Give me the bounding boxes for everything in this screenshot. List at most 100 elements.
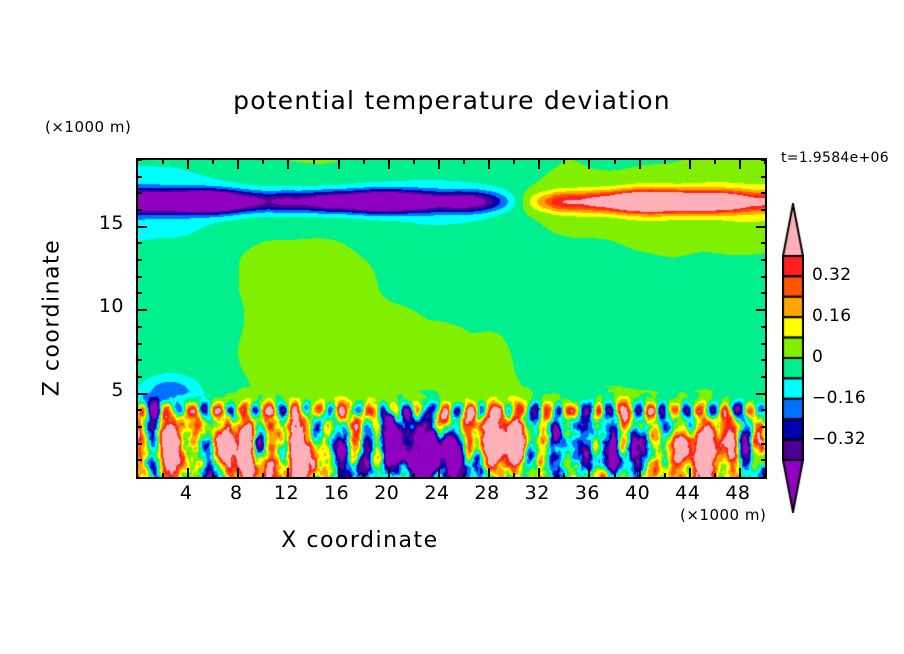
y-major-tick — [756, 225, 767, 228]
y-minor-tick — [136, 275, 142, 278]
x-major-tick — [237, 468, 240, 479]
colorbar-tick-label: 0.16 — [812, 306, 852, 327]
x-major-tick — [337, 158, 340, 169]
y-minor-tick — [136, 459, 142, 462]
x-tick-label: 12 — [273, 482, 300, 504]
x-minor-tick — [764, 473, 766, 479]
contour-field-canvas — [138, 160, 765, 477]
x-minor-tick — [613, 473, 616, 479]
y-minor-tick — [761, 442, 767, 445]
y-major-tick — [136, 392, 147, 395]
y-minor-tick — [761, 259, 767, 262]
x-minor-tick — [262, 473, 265, 479]
y-minor-tick — [761, 192, 767, 195]
x-axis-title: X coordinate — [281, 528, 439, 553]
x-major-tick — [387, 158, 390, 169]
y-major-tick — [756, 309, 767, 312]
x-axis-unit-label: (×1000 m) — [680, 506, 767, 524]
x-tick-label: 40 — [625, 482, 651, 504]
y-major-tick — [136, 225, 147, 228]
y-minor-tick — [136, 375, 142, 378]
x-tick-label: 48 — [725, 482, 751, 504]
x-major-tick — [287, 468, 290, 479]
x-tick-label: 4 — [179, 482, 193, 504]
z-axis-title: Z coordinate — [39, 238, 65, 397]
y-minor-tick — [136, 292, 142, 295]
x-major-tick — [638, 158, 641, 169]
x-minor-tick — [312, 473, 315, 479]
y-minor-tick — [136, 159, 142, 161]
y-tick-label: 10 — [98, 295, 124, 318]
x-minor-tick — [412, 158, 415, 164]
y-minor-tick — [761, 275, 767, 278]
x-major-tick — [187, 468, 190, 479]
x-minor-tick — [362, 158, 365, 164]
x-major-tick — [187, 158, 190, 169]
y-minor-tick — [761, 425, 767, 428]
x-major-tick — [437, 468, 440, 479]
y-minor-tick — [761, 209, 767, 212]
x-tick-label: 36 — [574, 482, 601, 504]
colorbar-canvas — [782, 203, 804, 513]
x-major-tick — [588, 468, 591, 479]
y-major-tick — [756, 392, 767, 395]
y-minor-tick — [136, 359, 142, 362]
x-minor-tick — [663, 473, 666, 479]
y-minor-tick — [761, 459, 767, 462]
y-tick-label: 5 — [111, 378, 124, 401]
y-tick-label: 15 — [98, 211, 124, 234]
y-minor-tick — [136, 175, 142, 178]
x-minor-tick — [764, 158, 766, 164]
x-tick-label: 20 — [374, 482, 400, 504]
x-major-tick — [437, 158, 440, 169]
x-minor-tick — [212, 473, 215, 479]
x-major-tick — [538, 158, 541, 169]
y-minor-tick — [136, 342, 142, 345]
x-major-tick — [488, 158, 491, 169]
x-tick-label: 32 — [524, 482, 550, 504]
y-minor-tick — [761, 342, 767, 345]
x-minor-tick — [563, 158, 566, 164]
contour-plot-panel — [136, 158, 767, 479]
y-minor-tick — [761, 292, 767, 295]
x-minor-tick — [713, 473, 716, 479]
y-minor-tick — [136, 425, 142, 428]
x-minor-tick — [412, 473, 415, 479]
x-minor-tick — [663, 158, 666, 164]
x-major-tick — [488, 468, 491, 479]
y-minor-tick — [136, 192, 142, 195]
colorbar — [782, 203, 804, 513]
x-minor-tick — [513, 473, 516, 479]
x-minor-tick — [162, 158, 165, 164]
x-major-tick — [688, 468, 691, 479]
x-major-tick — [738, 158, 741, 169]
y-minor-tick — [761, 242, 767, 245]
x-major-tick — [337, 468, 340, 479]
page-title: potential temperature deviation — [233, 86, 671, 115]
x-minor-tick — [463, 158, 466, 164]
x-tick-label: 16 — [324, 482, 350, 504]
y-minor-tick — [761, 325, 767, 328]
x-tick-label: 28 — [474, 482, 500, 504]
x-minor-tick — [513, 158, 516, 164]
x-minor-tick — [162, 473, 165, 479]
x-tick-label: 8 — [230, 482, 243, 504]
x-major-tick — [638, 468, 641, 479]
x-minor-tick — [312, 158, 315, 164]
colorbar-tick-label: 0.32 — [812, 265, 852, 286]
y-minor-tick — [761, 359, 767, 362]
x-minor-tick — [613, 158, 616, 164]
x-minor-tick — [713, 158, 716, 164]
y-minor-tick — [136, 259, 142, 262]
time-annotation: t=1.9584e+06 — [781, 150, 889, 166]
y-minor-tick — [136, 242, 142, 245]
x-major-tick — [538, 468, 541, 479]
y-major-tick — [136, 309, 147, 312]
x-major-tick — [588, 158, 591, 169]
y-minor-tick — [761, 375, 767, 378]
y-minor-tick — [136, 209, 142, 212]
x-major-tick — [387, 468, 390, 479]
x-minor-tick — [212, 158, 215, 164]
x-major-tick — [237, 158, 240, 169]
y-minor-tick — [761, 175, 767, 178]
